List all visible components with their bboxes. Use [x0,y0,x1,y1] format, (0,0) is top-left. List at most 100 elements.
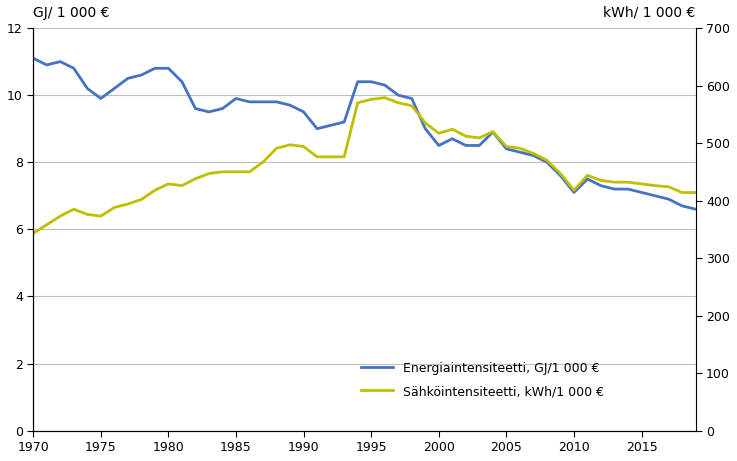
Energiaintensiteetti, GJ/1 000 € [638,189,646,195]
Energiaintensiteetti, GJ/1 000 € [529,153,538,158]
Energiaintensiteetti, GJ/1 000 € [367,79,376,84]
Sähköintensiteetti, kWh/1 000 € [380,95,389,100]
Energiaintensiteetti, GJ/1 000 € [475,143,483,148]
Sähköintensiteetti, kWh/1 000 € [515,146,524,151]
Energiaintensiteetti, GJ/1 000 € [110,86,119,91]
Energiaintensiteetti, GJ/1 000 € [596,183,605,189]
Energiaintensiteetti, GJ/1 000 € [299,109,308,115]
Sähköintensiteetti, kWh/1 000 € [205,171,214,176]
Sähköintensiteetti, kWh/1 000 € [340,154,349,160]
Energiaintensiteetti, GJ/1 000 € [448,136,457,142]
Energiaintensiteetti, GJ/1 000 € [83,86,91,91]
Sähköintensiteetti, kWh/1 000 € [434,130,443,136]
Energiaintensiteetti, GJ/1 000 € [340,119,349,125]
Energiaintensiteetti, GJ/1 000 € [542,160,551,165]
Sähköintensiteetti, kWh/1 000 € [596,177,605,183]
Energiaintensiteetti, GJ/1 000 € [245,99,254,105]
Sähköintensiteetti, kWh/1 000 € [489,129,497,134]
Sähköintensiteetti, kWh/1 000 € [529,151,538,156]
Sähköintensiteetti, kWh/1 000 € [353,100,362,106]
Sähköintensiteetti, kWh/1 000 € [461,133,470,139]
Sähköintensiteetti, kWh/1 000 € [326,154,335,160]
Energiaintensiteetti, GJ/1 000 € [218,106,227,111]
Energiaintensiteetti, GJ/1 000 € [583,176,592,182]
Line: Sähköintensiteetti, kWh/1 000 €: Sähköintensiteetti, kWh/1 000 € [33,98,696,233]
Energiaintensiteetti, GJ/1 000 € [515,149,524,155]
Energiaintensiteetti, GJ/1 000 € [205,109,214,115]
Energiaintensiteetti, GJ/1 000 € [556,173,565,178]
Sähköintensiteetti, kWh/1 000 € [691,190,700,195]
Sähköintensiteetti, kWh/1 000 € [218,169,227,175]
Sähköintensiteetti, kWh/1 000 € [110,205,119,210]
Energiaintensiteetti, GJ/1 000 € [123,76,132,81]
Sähköintensiteetti, kWh/1 000 € [245,169,254,175]
Energiaintensiteetti, GJ/1 000 € [434,143,443,148]
Sähköintensiteetti, kWh/1 000 € [164,181,173,187]
Energiaintensiteetti, GJ/1 000 € [42,62,51,68]
Legend: Energiaintensiteetti, GJ/1 000 €, Sähköintensiteetti, kWh/1 000 €: Energiaintensiteetti, GJ/1 000 €, Sähköi… [355,356,610,404]
Energiaintensiteetti, GJ/1 000 € [394,92,402,98]
Energiaintensiteetti, GJ/1 000 € [56,59,65,65]
Energiaintensiteetti, GJ/1 000 € [326,123,335,128]
Energiaintensiteetti, GJ/1 000 € [178,79,186,84]
Sähköintensiteetti, kWh/1 000 € [29,230,38,236]
Energiaintensiteetti, GJ/1 000 € [69,65,78,71]
Energiaintensiteetti, GJ/1 000 € [286,102,295,108]
Sähköintensiteetti, kWh/1 000 € [448,126,457,132]
Text: kWh/ 1 000 €: kWh/ 1 000 € [604,6,696,20]
Sähköintensiteetti, kWh/1 000 € [664,184,673,189]
Sähköintensiteetti, kWh/1 000 € [638,181,646,187]
Energiaintensiteetti, GJ/1 000 € [664,196,673,202]
Sähköintensiteetti, kWh/1 000 € [421,120,430,126]
Energiaintensiteetti, GJ/1 000 € [610,186,619,192]
Energiaintensiteetti, GJ/1 000 € [380,83,389,88]
Sähköintensiteetti, kWh/1 000 € [651,183,660,189]
Line: Energiaintensiteetti, GJ/1 000 €: Energiaintensiteetti, GJ/1 000 € [33,58,696,209]
Sähköintensiteetti, kWh/1 000 € [83,212,91,217]
Energiaintensiteetti, GJ/1 000 € [137,72,146,78]
Energiaintensiteetti, GJ/1 000 € [259,99,268,105]
Sähköintensiteetti, kWh/1 000 € [272,146,281,151]
Energiaintensiteetti, GJ/1 000 € [164,65,173,71]
Sähköintensiteetti, kWh/1 000 € [556,171,565,176]
Sähköintensiteetti, kWh/1 000 € [259,160,268,165]
Energiaintensiteetti, GJ/1 000 € [312,126,321,131]
Sähköintensiteetti, kWh/1 000 € [42,222,51,228]
Energiaintensiteetti, GJ/1 000 € [489,129,497,135]
Sähköintensiteetti, kWh/1 000 € [137,197,146,202]
Energiaintensiteetti, GJ/1 000 € [421,126,430,131]
Energiaintensiteetti, GJ/1 000 € [691,207,700,212]
Energiaintensiteetti, GJ/1 000 € [97,96,105,101]
Sähköintensiteetti, kWh/1 000 € [610,179,619,185]
Sähköintensiteetti, kWh/1 000 € [408,103,416,108]
Sähköintensiteetti, kWh/1 000 € [312,154,321,160]
Sähköintensiteetti, kWh/1 000 € [678,190,687,195]
Sähköintensiteetti, kWh/1 000 € [178,183,186,189]
Energiaintensiteetti, GJ/1 000 € [408,96,416,101]
Energiaintensiteetti, GJ/1 000 € [191,106,200,111]
Energiaintensiteetti, GJ/1 000 € [570,189,579,195]
Energiaintensiteetti, GJ/1 000 € [272,99,281,105]
Sähköintensiteetti, kWh/1 000 € [542,158,551,163]
Energiaintensiteetti, GJ/1 000 € [29,55,38,61]
Energiaintensiteetti, GJ/1 000 € [150,65,159,71]
Sähköintensiteetti, kWh/1 000 € [150,188,159,193]
Sähköintensiteetti, kWh/1 000 € [231,169,240,175]
Energiaintensiteetti, GJ/1 000 € [502,146,511,152]
Sähköintensiteetti, kWh/1 000 € [367,97,376,102]
Sähköintensiteetti, kWh/1 000 € [286,142,295,148]
Energiaintensiteetti, GJ/1 000 € [624,186,632,192]
Sähköintensiteetti, kWh/1 000 € [394,100,402,106]
Sähköintensiteetti, kWh/1 000 € [502,144,511,149]
Energiaintensiteetti, GJ/1 000 € [353,79,362,84]
Sähköintensiteetti, kWh/1 000 € [69,207,78,212]
Energiaintensiteetti, GJ/1 000 € [651,193,660,199]
Sähköintensiteetti, kWh/1 000 € [583,172,592,178]
Sähköintensiteetti, kWh/1 000 € [97,213,105,219]
Sähköintensiteetti, kWh/1 000 € [191,176,200,182]
Sähköintensiteetti, kWh/1 000 € [475,135,483,141]
Sähköintensiteetti, kWh/1 000 € [299,144,308,149]
Sähköintensiteetti, kWh/1 000 € [570,188,579,193]
Text: GJ/ 1 000 €: GJ/ 1 000 € [33,6,110,20]
Energiaintensiteetti, GJ/1 000 € [678,203,687,209]
